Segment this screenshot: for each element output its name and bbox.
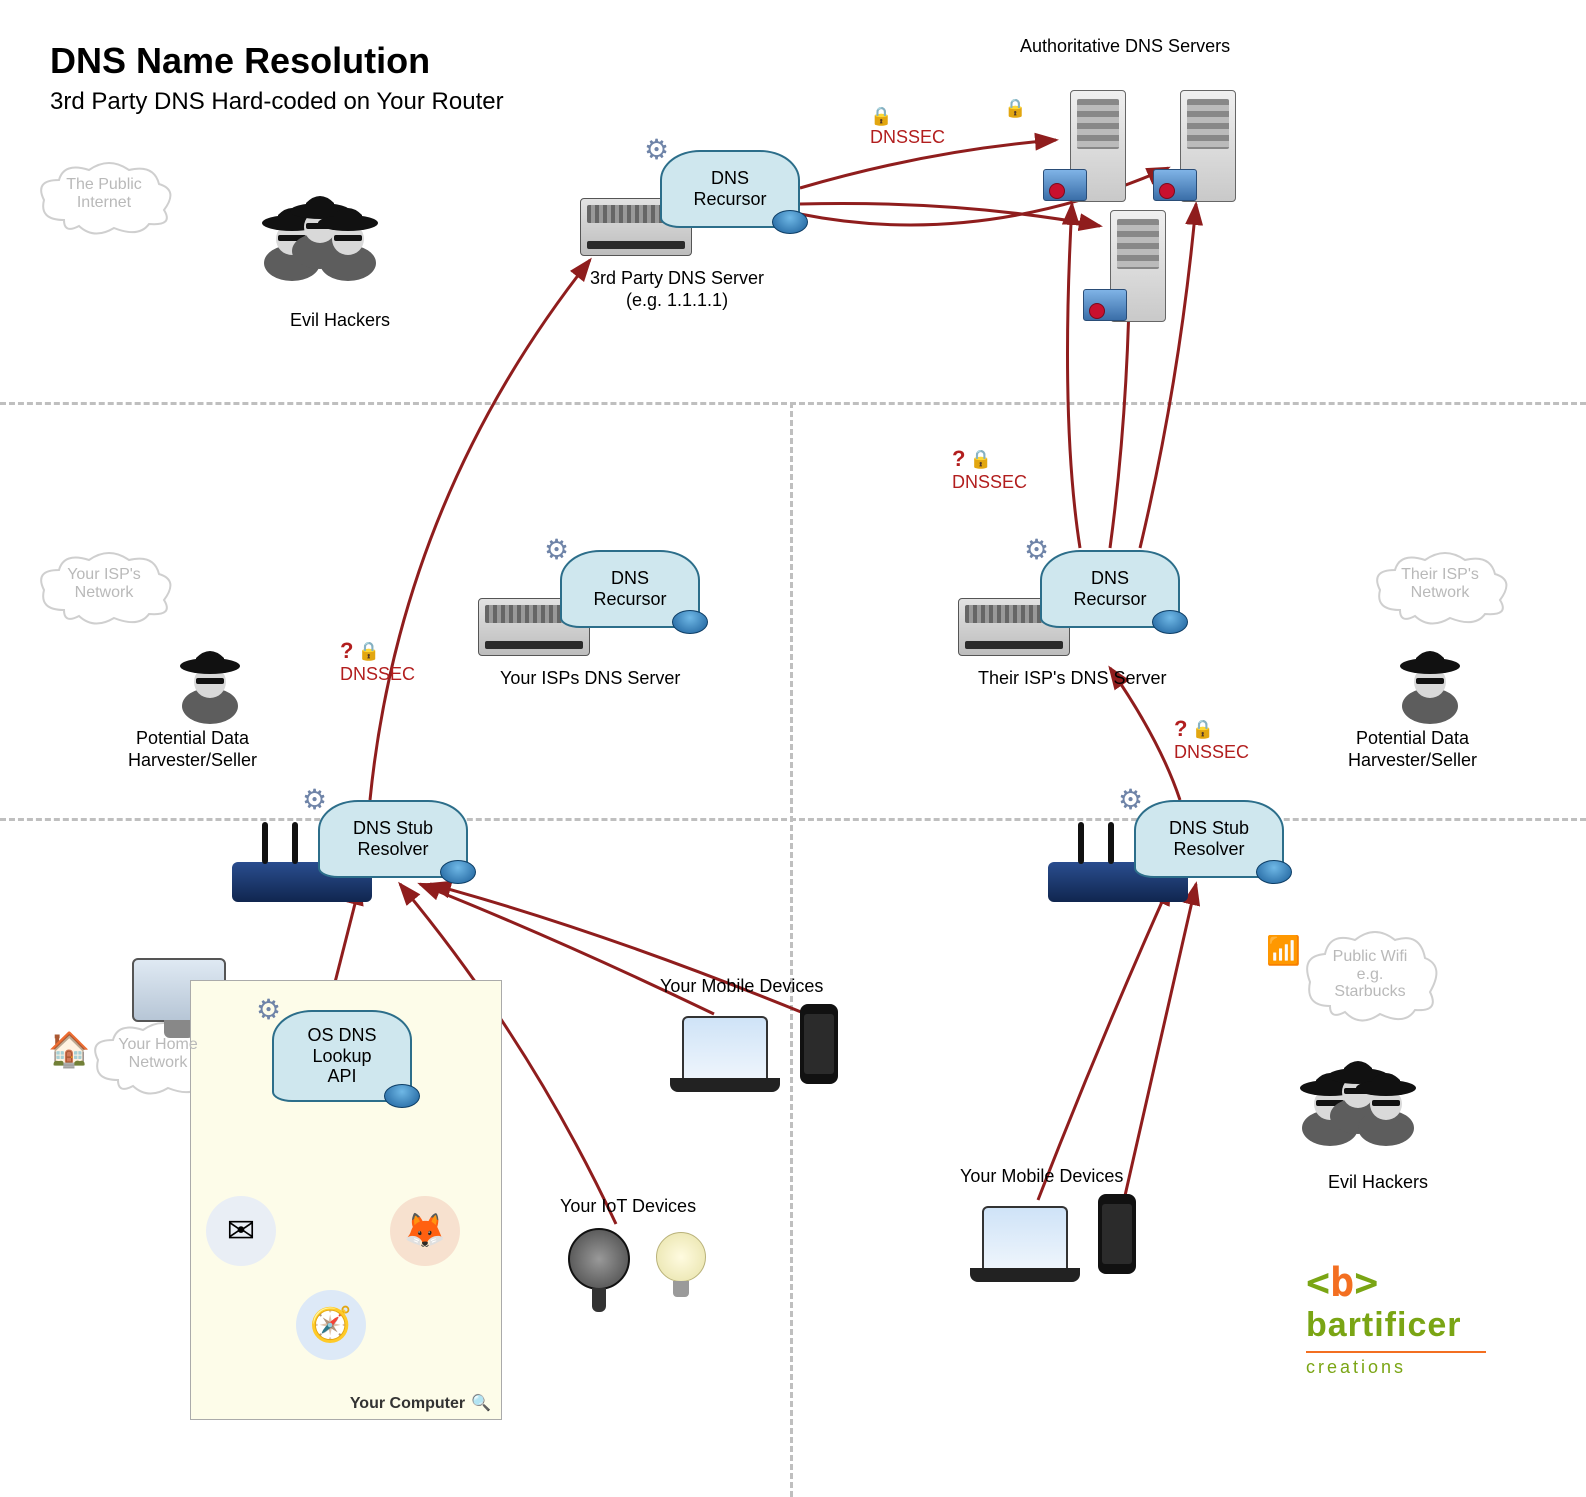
disk-icon bbox=[1152, 610, 1188, 634]
cloud-home-network-label: Your HomeNetwork bbox=[88, 1020, 228, 1071]
arrow-15 bbox=[1068, 204, 1081, 548]
remote-dns-stub-resolver-label: DNS StubResolver bbox=[1169, 818, 1249, 859]
firefox-app-icon: 🦊 bbox=[390, 1196, 460, 1266]
gear-icon: ⚙︎ bbox=[302, 784, 327, 816]
cloud-public-wifi: 📶 Public Wifie.g.Starbucks bbox=[1300, 928, 1440, 1028]
auth-dns-server-2 bbox=[1180, 90, 1236, 202]
dnssec-label-3: ?🔒DNSSEC bbox=[952, 446, 1027, 493]
disk-icon bbox=[384, 1084, 420, 1108]
evil-hackers-right-icon bbox=[1298, 1040, 1458, 1165]
third-party-dns-recursor-label: DNSRecursor bbox=[693, 168, 766, 209]
zone-divider-h2 bbox=[0, 818, 1586, 821]
home-dns-stub-resolver-label: DNS StubResolver bbox=[353, 818, 433, 859]
arrow-10 bbox=[800, 203, 1100, 226]
lock-icon: 🔒 bbox=[1191, 719, 1213, 740]
iot-devices-label: Your IoT Devices bbox=[560, 1196, 696, 1218]
auth-dns-servers-title: Authoritative DNS Servers bbox=[1020, 36, 1230, 58]
third-party-dns-caption: 3rd Party DNS Server(e.g. 1.1.1.1) bbox=[590, 268, 764, 311]
title-block: DNS Name Resolution 3rd Party DNS Hard-c… bbox=[50, 40, 504, 116]
title-sub: 3rd Party DNS Hard-coded on Your Router bbox=[50, 88, 504, 116]
phone-right-icon bbox=[1098, 1194, 1136, 1274]
arrow-12 bbox=[1038, 884, 1170, 1200]
cloud-public-internet-label: The PublicInternet bbox=[34, 160, 174, 211]
dnssec-text: DNSSEC bbox=[952, 472, 1027, 493]
your-isp-dns-recursor-label: DNSRecursor bbox=[593, 568, 666, 609]
title-main: DNS Name Resolution bbox=[50, 40, 504, 82]
brand-logo: <b> bbox=[1306, 1260, 1486, 1306]
data-harvester-right-label: Potential DataHarvester/Seller bbox=[1348, 728, 1477, 771]
dnssec-text: DNSSEC bbox=[870, 127, 945, 148]
cloud-your-isp-label: Your ISP'sNetwork bbox=[34, 550, 174, 601]
dnssec-text: DNSSEC bbox=[340, 664, 415, 685]
your-isp-dns-caption: Your ISPs DNS Server bbox=[500, 668, 680, 690]
lock-icon: 🔒 bbox=[969, 449, 991, 470]
brand-name: bartificer bbox=[1306, 1306, 1486, 1345]
gear-icon: ⚙︎ bbox=[644, 134, 669, 166]
bartificer-brand: <b> bartificer creations bbox=[1306, 1260, 1486, 1378]
disk-icon bbox=[440, 860, 476, 884]
auth-dns-server-3 bbox=[1110, 210, 1166, 322]
os-dns-lookup-api: ⚙︎ OS DNSLookupAPI bbox=[272, 1010, 412, 1102]
disk-icon bbox=[672, 610, 708, 634]
laptop-right-icon bbox=[970, 1268, 1080, 1282]
cloud-your-isp: Your ISP'sNetwork bbox=[34, 550, 174, 620]
question-mark-icon: ? bbox=[340, 638, 353, 664]
gear-icon: ⚙︎ bbox=[1118, 784, 1143, 816]
your-isp-dns-recursor: ⚙︎ DNSRecursor bbox=[560, 550, 700, 628]
lightbulb-icon bbox=[656, 1232, 706, 1282]
home-dns-stub-resolver: ⚙︎ DNS StubResolver bbox=[318, 800, 468, 878]
gear-icon: ⚙︎ bbox=[544, 534, 569, 566]
gear-icon: ⚙︎ bbox=[1024, 534, 1049, 566]
wifi-tower-icon: 📶 bbox=[1266, 934, 1301, 967]
cloud-their-isp-label: Their ISP'sNetwork bbox=[1370, 550, 1510, 601]
arrow-13 bbox=[1124, 884, 1196, 1200]
lock-icon: 🔒 bbox=[1004, 98, 1026, 119]
cloud-public-wifi-label: Public Wifie.g.Starbucks bbox=[1300, 928, 1440, 1001]
os-dns-lookup-api-label: OS DNSLookupAPI bbox=[307, 1025, 376, 1087]
dnssec-label-1: 🔒DNSSEC bbox=[870, 106, 945, 148]
mobile-devices-left-label: Your Mobile Devices bbox=[660, 976, 823, 998]
laptop-left-icon bbox=[670, 1078, 780, 1092]
evil-hackers-right-label: Evil Hackers bbox=[1328, 1172, 1428, 1194]
their-isp-dns-caption: Their ISP's DNS Server bbox=[978, 668, 1166, 690]
disk-icon bbox=[1256, 860, 1292, 884]
arrow-8 bbox=[370, 260, 590, 800]
zone-divider-h1 bbox=[0, 402, 1586, 405]
cloud-their-isp: Their ISP'sNetwork bbox=[1370, 550, 1510, 620]
lock-icon: 🔒 bbox=[870, 106, 892, 127]
evil-hackers-left-label: Evil Hackers bbox=[290, 310, 390, 332]
their-isp-dns-recursor-label: DNSRecursor bbox=[1073, 568, 1146, 609]
magnifier-icon: 🔍 bbox=[471, 1395, 491, 1412]
brand-subtitle: creations bbox=[1306, 1357, 1486, 1378]
safari-app-icon: 🧭 bbox=[296, 1290, 366, 1360]
webcam-icon bbox=[568, 1228, 630, 1290]
your-computer-panel-label: Your Computer🔍 bbox=[350, 1393, 491, 1413]
dnssec-label-4: ?🔒DNSSEC bbox=[1174, 716, 1249, 763]
phone-left-icon bbox=[800, 1004, 838, 1084]
data-harvester-left-label: Potential DataHarvester/Seller bbox=[128, 728, 257, 771]
data-harvester-right-icon bbox=[1370, 618, 1530, 743]
third-party-dns-recursor: ⚙︎ DNSRecursor bbox=[660, 150, 800, 228]
auth-servers-lock-icon: 🔒 bbox=[1004, 98, 1026, 119]
brand-divider bbox=[1306, 1351, 1486, 1353]
remote-dns-stub-resolver: ⚙︎ DNS StubResolver bbox=[1134, 800, 1284, 878]
data-harvester-left-icon bbox=[150, 618, 310, 743]
dnssec-text: DNSSEC bbox=[1174, 742, 1249, 763]
their-isp-dns-recursor: ⚙︎ DNSRecursor bbox=[1040, 550, 1180, 628]
auth-dns-server-1 bbox=[1070, 90, 1126, 202]
disk-icon bbox=[772, 210, 808, 234]
dnssec-label-2: ?🔒DNSSEC bbox=[340, 638, 415, 685]
question-mark-icon: ? bbox=[952, 446, 965, 472]
diagram-canvas: DNS Name Resolution 3rd Party DNS Hard-c… bbox=[0, 0, 1586, 1497]
mobile-devices-right-label: Your Mobile Devices bbox=[960, 1166, 1123, 1188]
zone-divider-v bbox=[790, 402, 793, 1497]
house-icon: 🏠 bbox=[48, 1030, 90, 1070]
gear-icon: ⚙︎ bbox=[256, 994, 281, 1026]
cloud-public-internet: The PublicInternet bbox=[34, 160, 174, 230]
question-mark-icon: ? bbox=[1174, 716, 1187, 742]
mail-app-icon: ✉︎ bbox=[206, 1196, 276, 1266]
evil-hackers-left-icon bbox=[260, 175, 420, 300]
lock-icon: 🔒 bbox=[357, 641, 379, 662]
